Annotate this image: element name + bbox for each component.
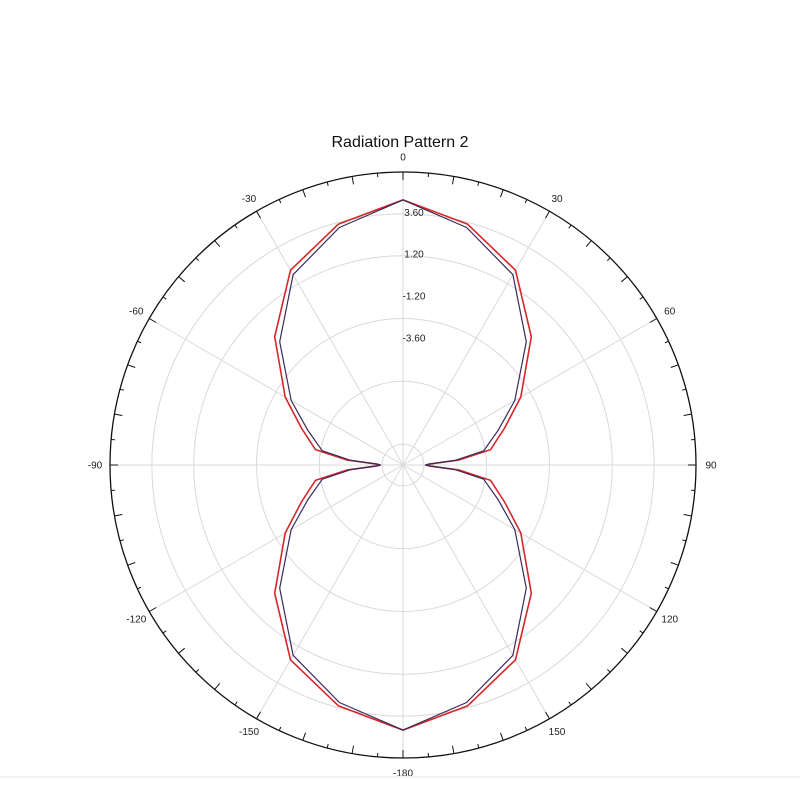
angle-tick [137, 340, 142, 344]
angle-tick [621, 276, 628, 283]
angle-tick [670, 364, 679, 368]
angle-tick [524, 726, 528, 731]
angle-tick [568, 701, 572, 706]
angle-tick [119, 539, 124, 542]
angle-tick [683, 513, 692, 517]
grid-spoke [256, 464, 404, 719]
angle-tick [326, 744, 329, 749]
grid-spoke [402, 464, 657, 612]
angle-label: 120 [661, 615, 678, 626]
radial-label: 3.60 [404, 208, 424, 219]
angle-label: -150 [239, 727, 259, 738]
angle-tick [585, 683, 592, 690]
angle-label: 0 [400, 153, 406, 164]
radial-label: -3.60 [403, 333, 426, 344]
angle-tick [178, 647, 185, 654]
outer-ticks [110, 172, 696, 758]
angle-tick [545, 211, 550, 219]
angle-tick [162, 296, 167, 300]
angle-label: -120 [126, 615, 146, 626]
angle-tick [149, 607, 157, 612]
angle-tick [256, 211, 261, 219]
angle-tick [683, 413, 692, 417]
radial-label: -1.20 [403, 292, 426, 303]
angle-label: 60 [664, 307, 676, 318]
angle-tick [127, 562, 136, 566]
chart-title: Radiation Pattern 2 [331, 134, 469, 151]
angle-label: -60 [129, 307, 144, 318]
angle-label: -180 [393, 769, 413, 780]
angle-tick [682, 539, 687, 542]
angle-tick [451, 176, 455, 185]
grid-spoke [149, 464, 404, 612]
angle-tick [451, 745, 455, 754]
angle-tick [114, 413, 123, 417]
angle-tick [195, 257, 199, 261]
angle-tick [664, 340, 669, 344]
grid-spoke [402, 211, 550, 466]
angle-tick [664, 586, 669, 590]
bottom-divider [0, 776, 800, 778]
angle-tick [670, 562, 679, 566]
angle-tick [524, 199, 528, 204]
grid-spoke [402, 464, 550, 719]
angle-tick [500, 189, 504, 198]
angle-tick [351, 176, 355, 185]
radial-label: 1.20 [404, 250, 424, 261]
angle-tick [639, 296, 644, 300]
grid-spoke [402, 318, 657, 466]
angle-tick [649, 318, 657, 323]
angle-tick [114, 513, 123, 517]
angle-tick [234, 224, 238, 229]
angle-tick [302, 732, 306, 741]
angle-tick [351, 745, 355, 754]
angle-tick [682, 388, 687, 391]
angle-tick [607, 257, 611, 261]
angle-tick [585, 240, 592, 247]
angle-label: 90 [705, 461, 717, 472]
series-line-2 [279, 199, 527, 731]
angle-tick [568, 224, 572, 229]
angle-tick [649, 607, 657, 612]
grid-spoke [256, 211, 404, 466]
angle-tick [178, 276, 185, 283]
angle-tick [119, 388, 124, 391]
angle-tick [214, 683, 221, 690]
angle-tick [256, 711, 261, 719]
angle-tick [477, 744, 480, 749]
angle-tick [500, 732, 504, 741]
angle-tick [149, 318, 157, 323]
angle-tick [302, 189, 306, 198]
angle-tick [607, 669, 611, 673]
angle-tick [234, 701, 238, 706]
angle-tick [137, 586, 142, 590]
grid-spoke [149, 318, 404, 466]
angle-tick [621, 647, 628, 654]
angle-tick [477, 181, 480, 186]
angle-label: -90 [88, 461, 103, 472]
angle-tick [162, 630, 167, 634]
label-layer: 0 30 60 90 120 150 -180 -150 -120 -90 -60 -30 3.60 1.… [88, 153, 717, 780]
angle-tick [278, 199, 282, 204]
angle-tick [545, 711, 550, 719]
angle-label: -30 [242, 194, 257, 205]
angle-tick [639, 630, 644, 634]
angle-tick [214, 240, 221, 247]
angle-tick [195, 669, 199, 673]
series-layer [273, 199, 533, 731]
angle-tick [278, 726, 282, 731]
angle-tick [326, 181, 329, 186]
angle-tick [127, 364, 136, 368]
angle-label: 30 [551, 194, 563, 205]
angle-label: 150 [549, 727, 566, 738]
